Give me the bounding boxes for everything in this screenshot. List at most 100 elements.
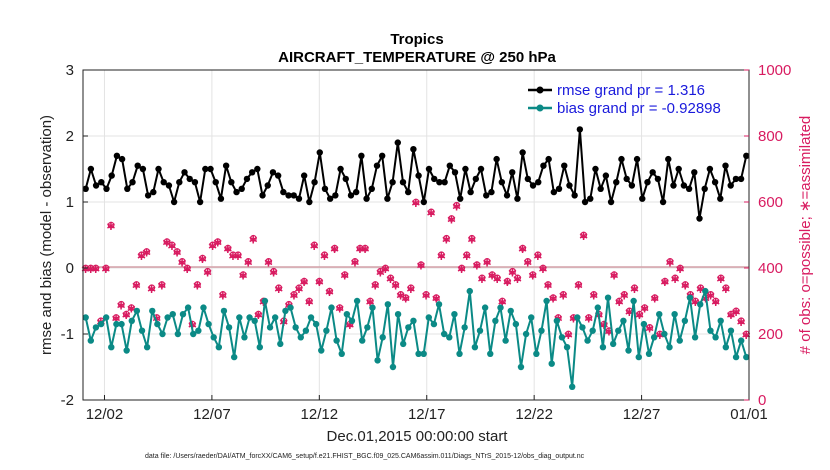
obs-possible-point bbox=[707, 291, 715, 298]
obs-assimilated-point: ∗ bbox=[421, 288, 432, 303]
obs-possible-point bbox=[524, 258, 532, 265]
obs-possible-point bbox=[717, 274, 725, 282]
obs-assimilated-point: ∗ bbox=[736, 315, 747, 330]
rmse-point bbox=[727, 182, 734, 189]
bias-point bbox=[717, 317, 724, 324]
rmse-point bbox=[576, 126, 584, 133]
obs-possible-point bbox=[102, 264, 110, 272]
obs-assimilated-point: ∗ bbox=[233, 249, 244, 264]
rmse-point bbox=[399, 179, 407, 186]
bias-point bbox=[650, 334, 658, 341]
bias-point bbox=[323, 327, 330, 334]
bias-point bbox=[369, 304, 376, 311]
rmse-point bbox=[337, 165, 344, 173]
rmse-point bbox=[717, 195, 724, 202]
obs-possible-point bbox=[676, 264, 684, 272]
obs-possible-point bbox=[295, 284, 303, 292]
bias-point bbox=[415, 350, 422, 357]
rmse-point bbox=[514, 195, 521, 202]
bias-point bbox=[517, 363, 525, 371]
obs-possible-point bbox=[214, 238, 222, 246]
obs-possible-point bbox=[483, 258, 491, 265]
obs-possible-point bbox=[549, 294, 557, 302]
rmse-point bbox=[685, 185, 693, 192]
obs-assimilated-point: ∗ bbox=[106, 219, 117, 234]
chart-title: Tropics bbox=[390, 31, 443, 48]
y-right-tick-label: 600 bbox=[758, 194, 783, 211]
rmse-point bbox=[384, 195, 391, 202]
obs-possible-point bbox=[427, 208, 435, 216]
obs-assimilated-point: ∗ bbox=[294, 282, 305, 297]
rmse-point bbox=[306, 198, 313, 206]
rmse-point bbox=[243, 175, 251, 183]
obs-assimilated-point: ∗ bbox=[212, 236, 223, 251]
obs-possible-point bbox=[539, 264, 547, 272]
obs-assimilated-point: ∗ bbox=[375, 265, 386, 280]
obs-possible-point bbox=[590, 291, 598, 298]
rmse-point bbox=[269, 169, 277, 176]
rmse-point bbox=[311, 179, 318, 186]
bias-point bbox=[210, 334, 217, 341]
footnote: data file: /Users/raeder/DAI/ATM_forcXX/… bbox=[145, 453, 585, 460]
obs-assimilated-point: ∗ bbox=[319, 249, 330, 264]
bias-point bbox=[149, 307, 156, 315]
bias-point bbox=[190, 330, 197, 338]
obs-assimilated-point: ∗ bbox=[334, 302, 345, 317]
rmse-point bbox=[129, 179, 136, 186]
obs-assimilated-point: ∗ bbox=[111, 312, 122, 327]
obs-assimilated-point: ∗ bbox=[299, 275, 310, 290]
obs-possible-point bbox=[199, 254, 206, 262]
x-tick-label: 12/12 bbox=[301, 406, 339, 423]
obs-possible-point bbox=[224, 244, 232, 252]
obs-assimilated-point: ∗ bbox=[80, 262, 91, 277]
obs-possible-point bbox=[92, 264, 100, 272]
bias-point bbox=[205, 320, 212, 328]
obs-assimilated-point: ∗ bbox=[710, 295, 721, 310]
bias-point bbox=[625, 347, 632, 354]
bias-point bbox=[661, 330, 668, 338]
bias-point bbox=[195, 327, 202, 334]
rmse-point bbox=[139, 165, 147, 173]
rmse-point bbox=[176, 179, 183, 186]
bias-point bbox=[343, 311, 351, 318]
obs-assimilated-point: ∗ bbox=[654, 328, 665, 343]
obs-possible-point bbox=[128, 304, 135, 312]
rmse-point bbox=[706, 165, 714, 173]
obs-possible-point bbox=[697, 284, 704, 292]
obs-assimilated-point: ∗ bbox=[268, 265, 279, 280]
rmse-point bbox=[316, 149, 323, 156]
obs-possible-point bbox=[458, 264, 466, 272]
bias-point bbox=[635, 353, 642, 361]
obs-assimilated-point: ∗ bbox=[400, 292, 411, 307]
rmse-point bbox=[248, 169, 256, 176]
obs-assimilated-point: ∗ bbox=[207, 239, 218, 254]
obs-assimilated-point: ∗ bbox=[197, 252, 208, 267]
rmse-point bbox=[150, 188, 157, 196]
bias-point bbox=[630, 297, 637, 305]
bias-point bbox=[353, 297, 361, 305]
rmse-point bbox=[498, 179, 506, 186]
bias-point bbox=[425, 314, 433, 321]
obs-assimilated-point: ∗ bbox=[583, 312, 594, 327]
obs-possible-point bbox=[412, 198, 420, 206]
rmse-point bbox=[519, 149, 526, 156]
rmse-point bbox=[451, 169, 459, 176]
rmse-point bbox=[477, 165, 485, 173]
obs-assimilated-point: ∗ bbox=[741, 328, 752, 343]
rmse-point bbox=[222, 162, 230, 169]
rmse-point bbox=[743, 152, 750, 159]
obs-assimilated-point: ∗ bbox=[619, 288, 630, 303]
obs-assimilated-point: ∗ bbox=[365, 295, 376, 310]
rmse-point bbox=[618, 155, 625, 163]
obs-assimilated-point: ∗ bbox=[431, 292, 442, 307]
obs-possible-point bbox=[529, 271, 537, 279]
chart-subtitle: AIRCRAFT_TEMPERATURE @ 250 hPa bbox=[278, 49, 556, 66]
obs-assimilated-point: ∗ bbox=[634, 308, 645, 323]
obs-assimilated-point: ∗ bbox=[522, 255, 533, 270]
obs-possible-point bbox=[341, 271, 349, 279]
bias-point bbox=[492, 317, 499, 324]
rmse-point bbox=[342, 175, 349, 183]
obs-possible-point bbox=[305, 297, 313, 305]
rmse-point bbox=[155, 165, 162, 173]
rmse-point bbox=[467, 188, 474, 196]
